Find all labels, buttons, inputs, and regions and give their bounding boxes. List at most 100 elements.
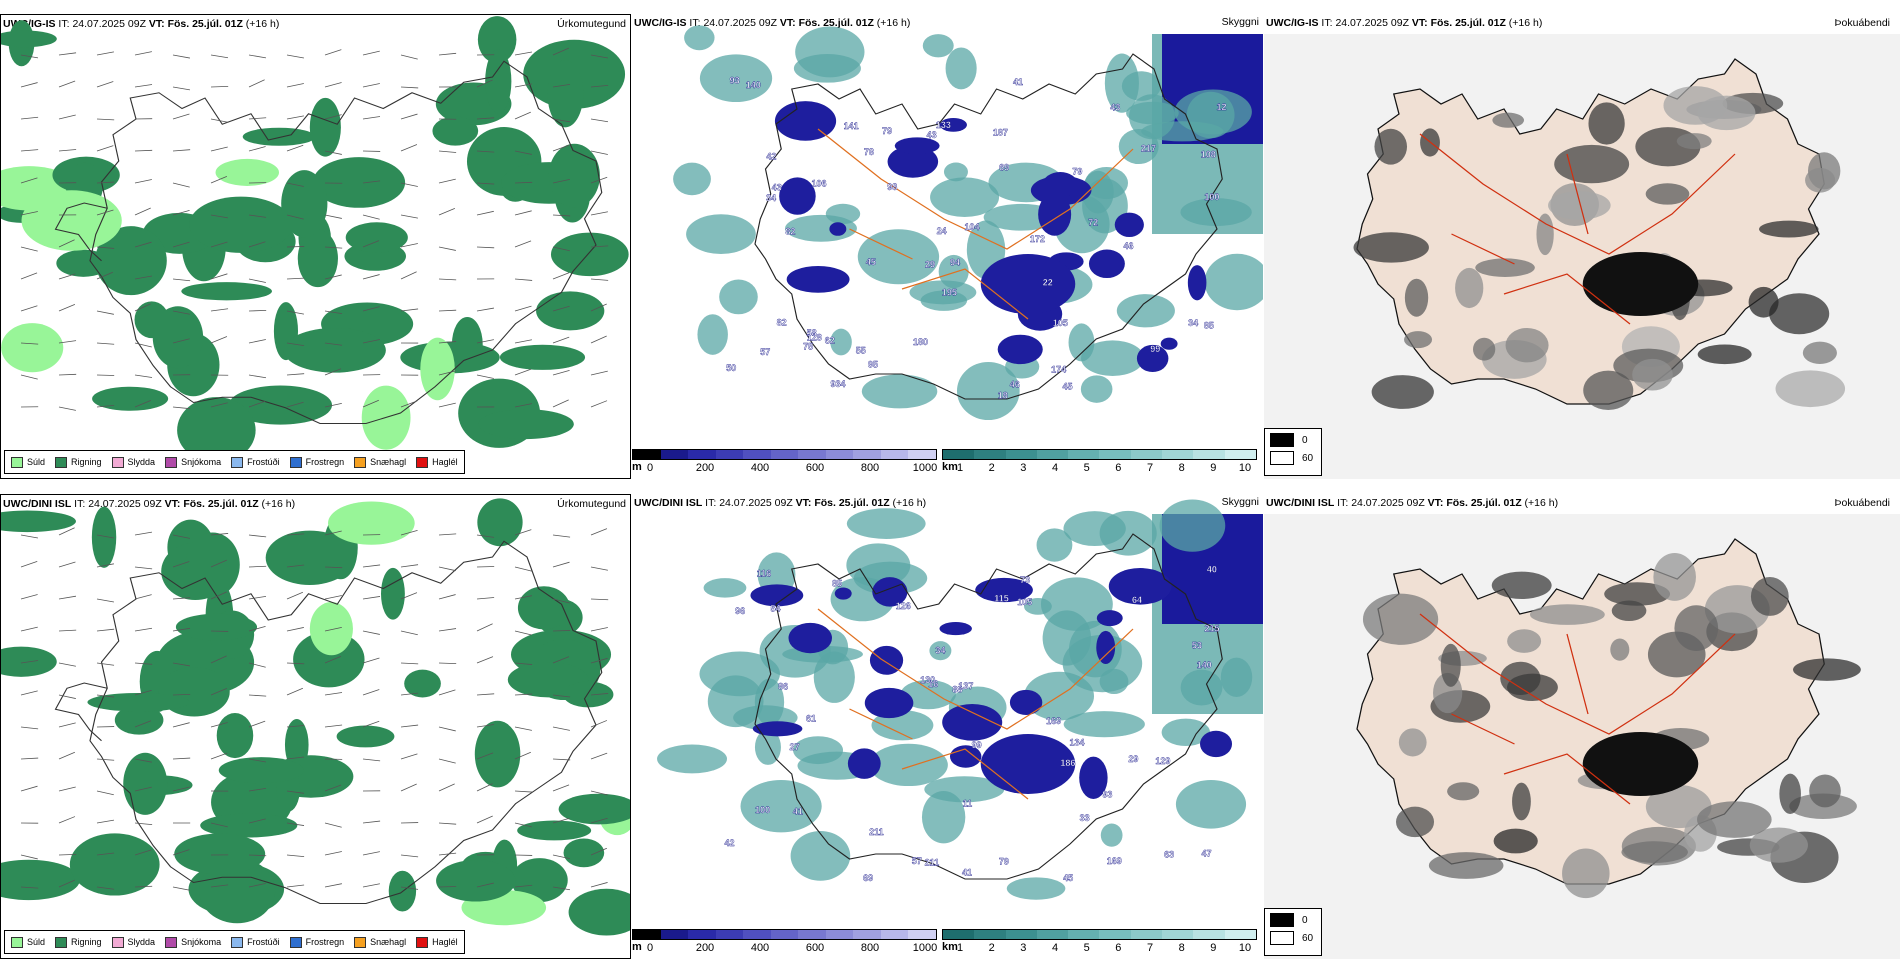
wind-barb (134, 149, 153, 152)
ceiling-cell (1088, 249, 1125, 279)
legend-swatch (231, 456, 244, 468)
colorbar-tick: 600 (805, 942, 825, 954)
fog-cell (1582, 732, 1699, 796)
visibility-cell (920, 290, 968, 311)
wind-barb (20, 690, 38, 696)
wind-barb (590, 303, 607, 312)
ceiling-value-label: 169 (1046, 716, 1061, 726)
ceiling-value-label: 217 (1141, 143, 1156, 153)
wind-barb (210, 241, 228, 248)
wind-barb (590, 211, 608, 216)
visibility-cell (1180, 198, 1252, 227)
ceiling-value-label: 96 (735, 606, 745, 616)
wind-barb (210, 591, 227, 600)
wind-barb (248, 662, 266, 668)
colorbar-unit: km (942, 461, 958, 473)
wind-barb (134, 849, 152, 856)
wind-barb (514, 278, 533, 281)
ceiling-value-label: 57 (912, 856, 922, 866)
precip-cell (548, 143, 600, 208)
wind-barb (58, 786, 76, 792)
wind-barb (400, 271, 417, 280)
it-label: IT: (1321, 17, 1333, 29)
wind-barb (476, 534, 495, 538)
colorbar-step (1068, 930, 1100, 939)
ceiling-cell (1096, 630, 1116, 664)
wind-barb (400, 214, 418, 219)
wind-barb (438, 52, 457, 56)
colorbar-step (908, 930, 937, 939)
wind-barb (96, 598, 115, 603)
colorbar-tick: 6 (1115, 462, 1122, 474)
wind-barb (286, 884, 305, 888)
fog-cell (1697, 801, 1772, 838)
fog-cell (1582, 252, 1699, 316)
ceiling-value-label: 129 (1155, 756, 1170, 766)
fog-legend: 0 60 (1264, 428, 1322, 476)
wind-barb (590, 720, 608, 728)
fog-field (1356, 538, 1861, 899)
wind-barb (172, 627, 191, 632)
ceiling-cell (1042, 172, 1078, 198)
legend-label: Snjókoma (181, 457, 222, 467)
ceiling-cell (1136, 344, 1169, 373)
legend-item: Frostúði (231, 456, 280, 468)
wind-barb (58, 114, 76, 120)
wind-barb (96, 726, 115, 728)
legend-swatch (111, 936, 124, 948)
colorbar-tick: 200 (695, 942, 715, 954)
precip-cell (228, 385, 333, 425)
ceiling-value-label: 78 (864, 147, 874, 157)
wind-barb (134, 720, 152, 728)
legend-item: Snjókoma (165, 936, 221, 948)
ceiling-value-label: 137 (958, 681, 973, 691)
wind-barb (514, 368, 532, 376)
wind-barb (134, 885, 153, 888)
wind-barb (514, 305, 532, 312)
colorbar-step (1005, 450, 1037, 459)
wind-barb (286, 725, 305, 728)
wind-barb (590, 370, 608, 376)
ceiling-value-label: 40 (1207, 565, 1217, 575)
fog-cell (1536, 213, 1554, 256)
legend-item: Rigning (55, 936, 102, 948)
wind-barb (96, 886, 115, 890)
wind-barb (324, 182, 343, 184)
wind-barb (134, 822, 153, 825)
ceiling-value-label: 11 (963, 798, 973, 808)
colorbar-step (688, 930, 716, 939)
ceiling-value-label: 82 (785, 226, 795, 236)
visibility-areas (673, 25, 1263, 421)
wind-barb (20, 149, 39, 152)
fog-cell (1621, 841, 1688, 863)
precip-map (1, 498, 630, 936)
fog-cell (1775, 370, 1846, 408)
wind-barb (400, 243, 418, 248)
ceiling-value-label: 72 (1088, 218, 1098, 228)
wind-barb (476, 597, 495, 600)
colorbar-step (715, 450, 744, 459)
ceiling-value-label: 50 (726, 363, 736, 373)
wind-barb (96, 342, 115, 345)
wind-barb (324, 150, 342, 155)
legend-swatch (416, 456, 429, 468)
vt-label: VT: (1427, 497, 1444, 509)
precip-cell (312, 157, 406, 208)
colorbar-tick: 4 (1051, 462, 1059, 474)
colorbar-tick: 2 (988, 942, 995, 954)
wind-barb (590, 84, 609, 88)
lead-time: (+16 h) (1508, 17, 1543, 29)
wind-barb (134, 275, 153, 280)
colorbar-unit: m (632, 461, 642, 473)
ceiling-value-label: 211 (869, 827, 884, 837)
fog-cell (1793, 658, 1861, 681)
wind-barb (476, 693, 495, 696)
colorbar-step (908, 450, 937, 459)
wind-barb (438, 533, 457, 536)
ceiling-value-label: 105 (1017, 597, 1032, 607)
fog-cell (1610, 638, 1630, 661)
wind-barb (552, 630, 571, 632)
wind-barb (134, 758, 152, 763)
visibility-cell (869, 743, 948, 787)
wind-barb (20, 660, 39, 664)
